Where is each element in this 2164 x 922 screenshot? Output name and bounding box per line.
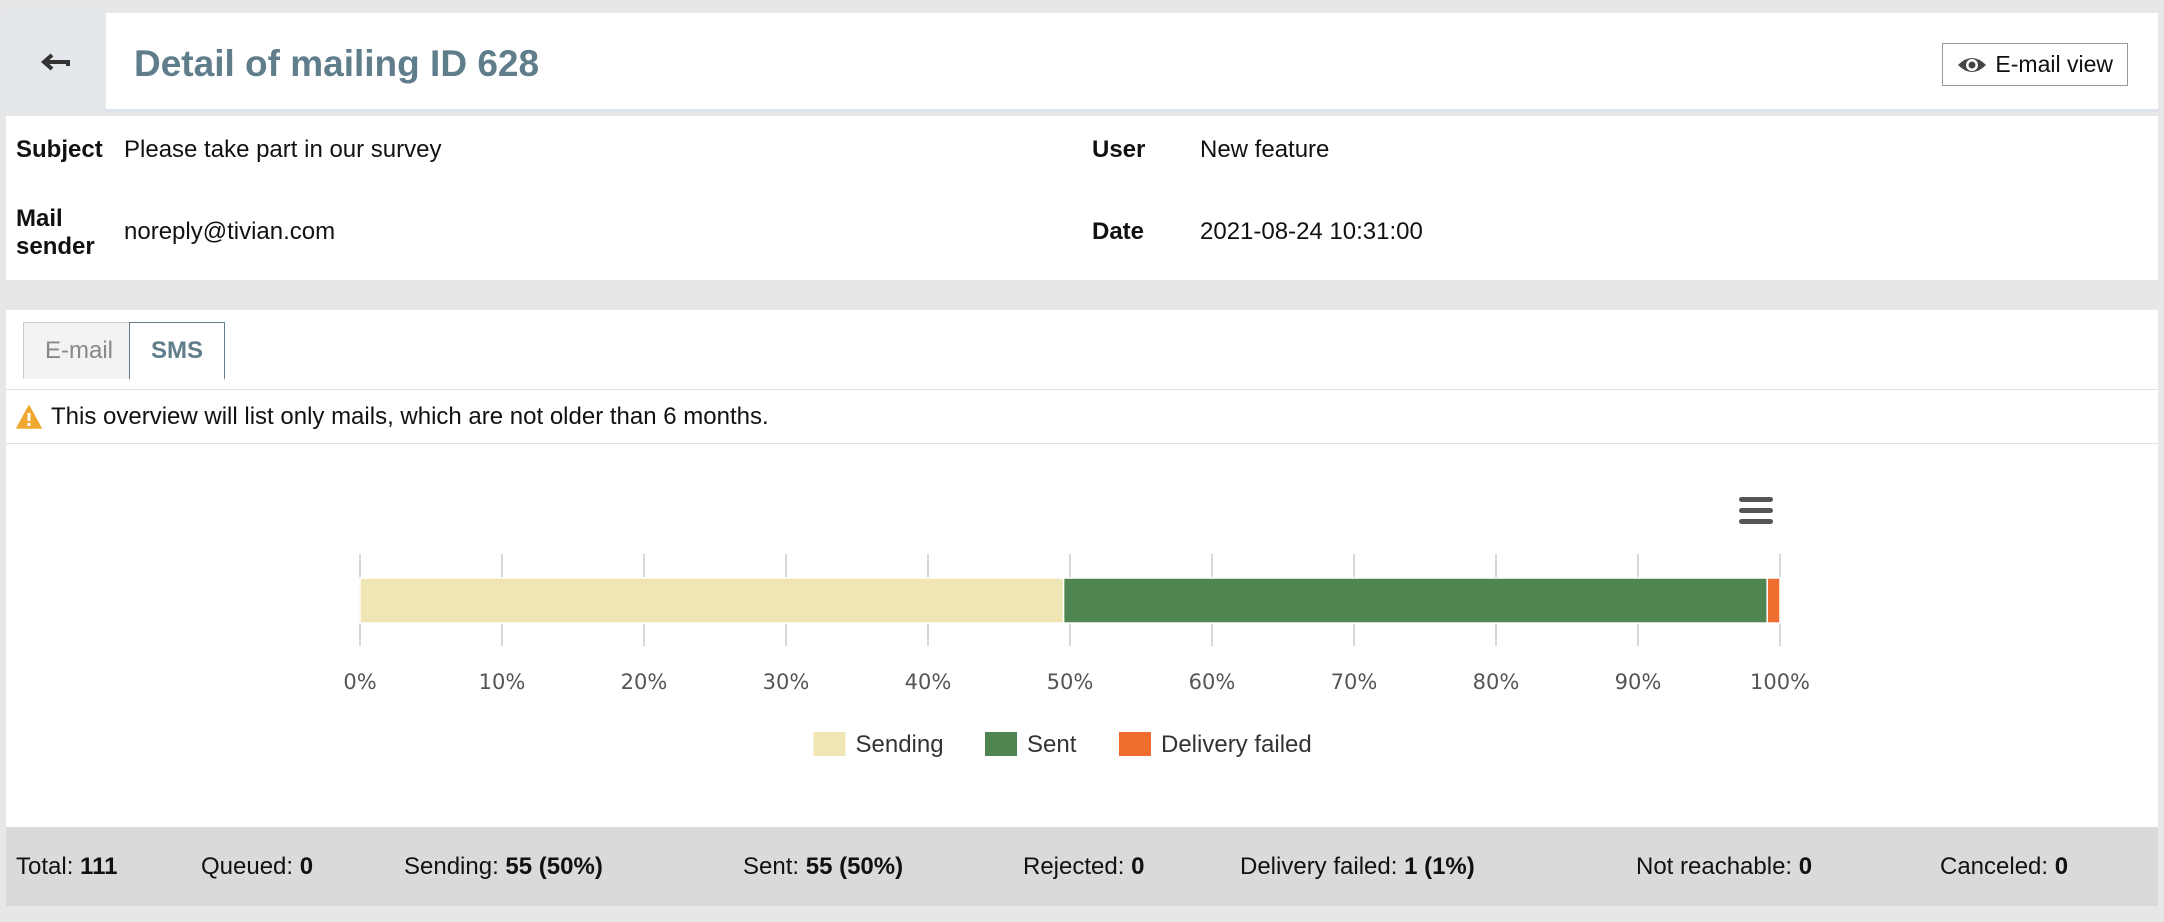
- x-tick-label: 60%: [1189, 670, 1236, 694]
- mail-sender-value: noreply@tivian.com: [124, 218, 336, 245]
- legend-label: Sent: [1027, 731, 1077, 758]
- user-value: New feature: [1200, 136, 1330, 163]
- subject-value: Please take part in our survey: [124, 136, 442, 163]
- stacked-bar-chart: 0% 10% 20% 30% 40% 50% 60% 70% 80% 90% 100% Sending…: [343, 554, 1810, 758]
- status-summary: Total: 111 Queued: 0 Sending: 55 (50%) S…: [6, 827, 2158, 906]
- x-tick-label: 10%: [479, 670, 526, 694]
- chart-menu-icon[interactable]: [1736, 494, 1776, 528]
- tab-sms[interactable]: SMS: [129, 322, 225, 380]
- x-tick-label: 40%: [905, 670, 952, 694]
- stat-queued: Queued: 0: [201, 853, 314, 880]
- user-label: User: [1092, 136, 1146, 163]
- legend-swatch: [813, 732, 846, 756]
- back-arrow-icon: [41, 52, 70, 71]
- stat-rejected: Rejected: 0: [1023, 853, 1145, 880]
- page-title: Detail of mailing ID 628: [134, 43, 540, 84]
- bar-segment-sending: [359, 577, 1065, 624]
- stat-total: Total: 111: [16, 853, 118, 880]
- stat-sending: Sending: 55 (50%): [404, 853, 603, 880]
- x-tick-label: 20%: [621, 670, 668, 694]
- warning-icon: [16, 404, 42, 429]
- x-tick-label: 90%: [1615, 670, 1662, 694]
- legend-swatch: [985, 732, 1017, 756]
- tab-email[interactable]: E-mail: [23, 322, 135, 379]
- statistics-panel: E-mail SMS This overview will list only …: [6, 310, 2158, 906]
- eye-icon: [1958, 57, 1987, 72]
- notice-text: This overview will list only mails, whic…: [51, 402, 769, 430]
- bar-segment-sent: [1062, 577, 1768, 624]
- legend-swatch: [1119, 732, 1151, 756]
- delivery-chart: 0% 10% 20% 30% 40% 50% 60% 70% 80% 90% 100% Sending…: [6, 444, 2158, 836]
- x-tick-label: 30%: [763, 670, 810, 694]
- x-tick-label: 80%: [1473, 670, 1520, 694]
- date-value: 2021-08-24 10:31:00: [1200, 218, 1423, 245]
- x-tick-label: 70%: [1331, 670, 1378, 694]
- email-view-label: E-mail view: [1995, 51, 2113, 77]
- subject-label: Subject: [16, 136, 103, 163]
- legend-label: Delivery failed: [1161, 731, 1312, 758]
- x-tick-label: 50%: [1047, 670, 1094, 694]
- legend-label: Sending: [856, 731, 944, 758]
- page-header: Detail of mailing ID 628 E-mail view: [6, 13, 2158, 112]
- x-tick-label: 100%: [1750, 670, 1810, 694]
- channel-tabs: E-mail SMS: [6, 310, 2158, 390]
- mailing-info: Subject Please take part in our survey M…: [6, 116, 2158, 280]
- stat-delivery-failed: Delivery failed: 1 (1%): [1240, 853, 1475, 880]
- x-tick-label: 0%: [343, 670, 376, 694]
- back-button[interactable]: [6, 13, 106, 112]
- stat-not-reachable: Not reachable: 0: [1636, 853, 1813, 880]
- notice-bar: This overview will list only mails, whic…: [6, 390, 2158, 444]
- stat-sent: Sent: 55 (50%): [743, 853, 904, 880]
- stat-canceled: Canceled: 0: [1940, 853, 2069, 880]
- bar-segment-delivery-failed: [1766, 577, 1781, 624]
- date-label: Date: [1092, 218, 1145, 245]
- mail-sender-label-line1: Mail: [16, 205, 63, 232]
- mail-sender-label-line2: sender: [16, 233, 95, 260]
- email-view-button[interactable]: E-mail view: [1942, 43, 2128, 86]
